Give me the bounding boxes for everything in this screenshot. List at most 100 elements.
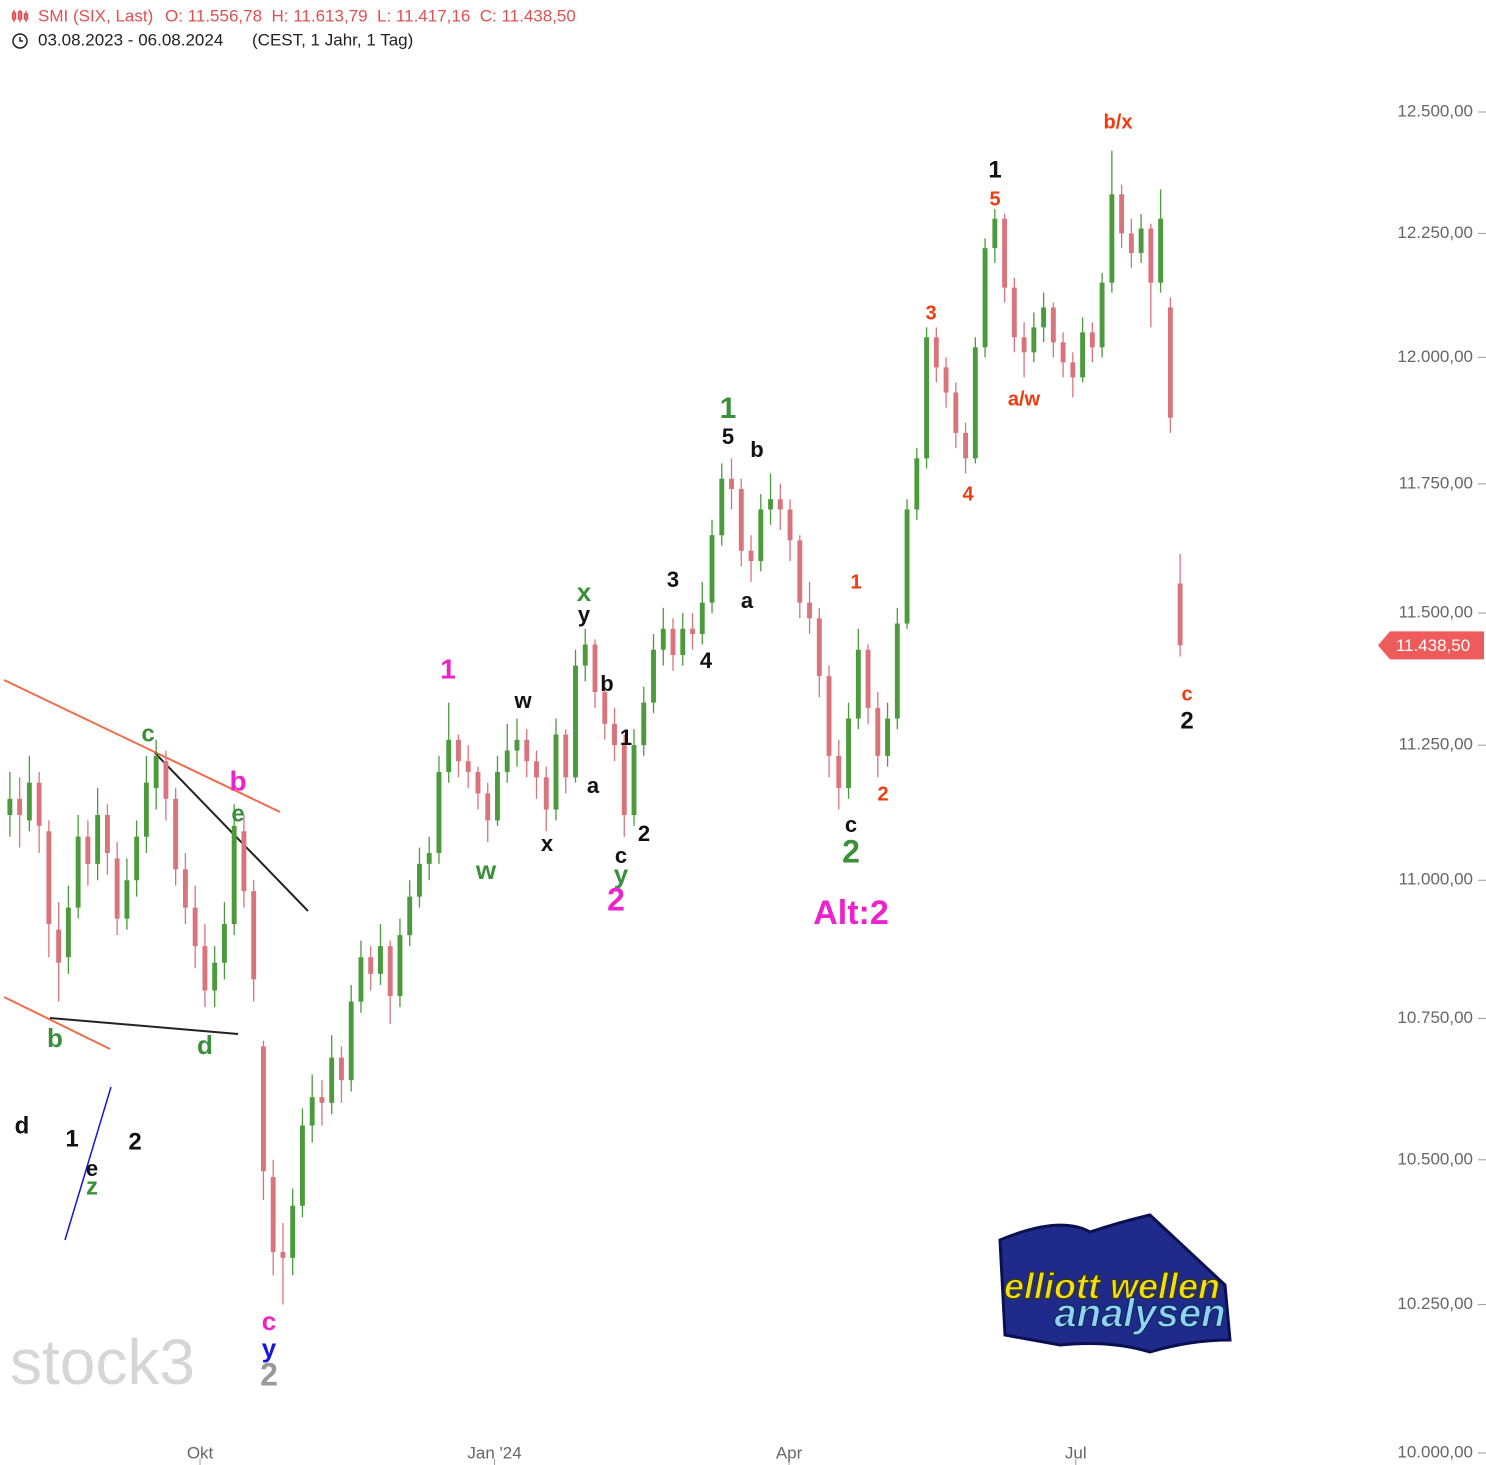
candle-body xyxy=(475,771,481,794)
candle-body xyxy=(1109,194,1115,283)
candle-body xyxy=(904,509,910,624)
candle-body xyxy=(378,946,383,974)
candle-body xyxy=(1099,282,1105,348)
wave-label: 1 xyxy=(850,571,861,593)
candle-body xyxy=(865,649,871,708)
candle-body xyxy=(456,739,461,762)
candle-body xyxy=(592,644,598,692)
wave-label: 1 xyxy=(620,725,632,750)
candle-body xyxy=(319,1097,325,1103)
wave-label: 5 xyxy=(989,188,1000,210)
instrument: SMI (SIX, Last) xyxy=(38,6,153,25)
candle-icon xyxy=(11,10,29,22)
candle-body xyxy=(1041,307,1047,328)
trend-line xyxy=(3,679,281,813)
candle-body xyxy=(787,509,793,541)
candle-body xyxy=(339,1057,344,1081)
wave-label: d xyxy=(197,1030,213,1060)
candle-body xyxy=(65,907,71,958)
candle-body xyxy=(504,750,510,772)
candle-body xyxy=(563,734,569,778)
range-info: (CEST, 1 Jahr, 1 Tag) xyxy=(252,30,413,49)
wave-label: w xyxy=(475,855,497,885)
wave-label: 2 xyxy=(260,1356,278,1392)
candle-body xyxy=(417,863,422,897)
candle-body xyxy=(1031,327,1037,353)
wave-label: 2 xyxy=(638,821,650,846)
candle-body xyxy=(573,665,578,778)
candle-body xyxy=(231,825,237,925)
candle-body xyxy=(46,831,52,925)
candle-body xyxy=(495,771,500,821)
candle-body xyxy=(963,432,969,459)
candle-body xyxy=(1002,218,1008,288)
candle-body xyxy=(1011,287,1017,338)
candle-body xyxy=(95,815,101,864)
candle-body xyxy=(485,793,491,821)
candle-body xyxy=(758,509,764,562)
candle-body xyxy=(797,540,803,603)
candle-body xyxy=(933,337,939,368)
candle-body xyxy=(612,723,617,746)
wave-label: 2 xyxy=(1180,707,1193,734)
y-tick-label: 11.000,00 xyxy=(1399,870,1473,889)
wave-label: b xyxy=(47,1023,63,1053)
candle-body xyxy=(1080,332,1086,378)
candle-body xyxy=(17,798,23,816)
candle-body xyxy=(602,691,608,724)
candle-body xyxy=(855,649,861,719)
trend-line xyxy=(3,996,111,1050)
ohlc: O: 11.556,78 H: 11.613,79 L: 11.417,16 C… xyxy=(165,6,576,25)
candle-body xyxy=(114,858,120,919)
candle-body xyxy=(387,946,393,997)
wave-label: w xyxy=(513,688,532,713)
candle-body xyxy=(329,1057,335,1103)
candle-body xyxy=(621,745,627,816)
wave-label: y xyxy=(262,1333,277,1363)
y-tick-label: 10.750,00 xyxy=(1397,1008,1473,1027)
candle-body xyxy=(465,761,471,772)
candle-body xyxy=(270,1176,276,1253)
candle-body xyxy=(221,924,227,963)
wave-label: 5 xyxy=(722,424,734,449)
trend-line xyxy=(64,1086,112,1241)
candle-body xyxy=(1177,583,1183,646)
candle-body xyxy=(914,458,920,510)
wave-label: 1 xyxy=(440,653,456,684)
wave-label: 2 xyxy=(607,881,625,917)
wave-label: Alt:2 xyxy=(813,894,889,932)
wave-label: z xyxy=(86,1173,98,1200)
candle-body xyxy=(7,798,13,816)
wave-label: b/x xyxy=(1104,111,1133,133)
candle-body xyxy=(426,852,432,864)
candle-body xyxy=(358,957,364,1002)
clock-hand xyxy=(19,37,23,42)
candle-body xyxy=(309,1097,315,1126)
candle-body xyxy=(143,782,149,837)
wave-label: 4 xyxy=(700,648,713,673)
candle-body xyxy=(670,628,676,656)
candle-body xyxy=(1060,342,1066,363)
wave-label: 1 xyxy=(65,1125,78,1152)
candle-body xyxy=(1148,228,1154,283)
y-tick-label: 12.000,00 xyxy=(1397,347,1473,366)
candle-body xyxy=(85,836,91,864)
candle-body xyxy=(582,644,588,666)
wave-label: c xyxy=(141,720,154,747)
wave-label: 2 xyxy=(128,1128,141,1155)
y-tick-label: 11.500,00 xyxy=(1399,603,1473,622)
candle-body xyxy=(709,535,715,603)
wave-label: 2 xyxy=(842,833,860,869)
candle-body xyxy=(124,880,130,919)
candle-body xyxy=(1089,332,1095,348)
x-tick-label: Apr xyxy=(776,1443,803,1462)
candle-body xyxy=(534,761,539,778)
price-tag xyxy=(1378,631,1484,660)
wave-label: c xyxy=(1181,683,1192,705)
candle-body xyxy=(75,836,81,908)
candle-body xyxy=(816,618,822,677)
candle-body xyxy=(1119,194,1125,234)
candle-body xyxy=(748,550,754,562)
candle-body xyxy=(260,1046,266,1172)
